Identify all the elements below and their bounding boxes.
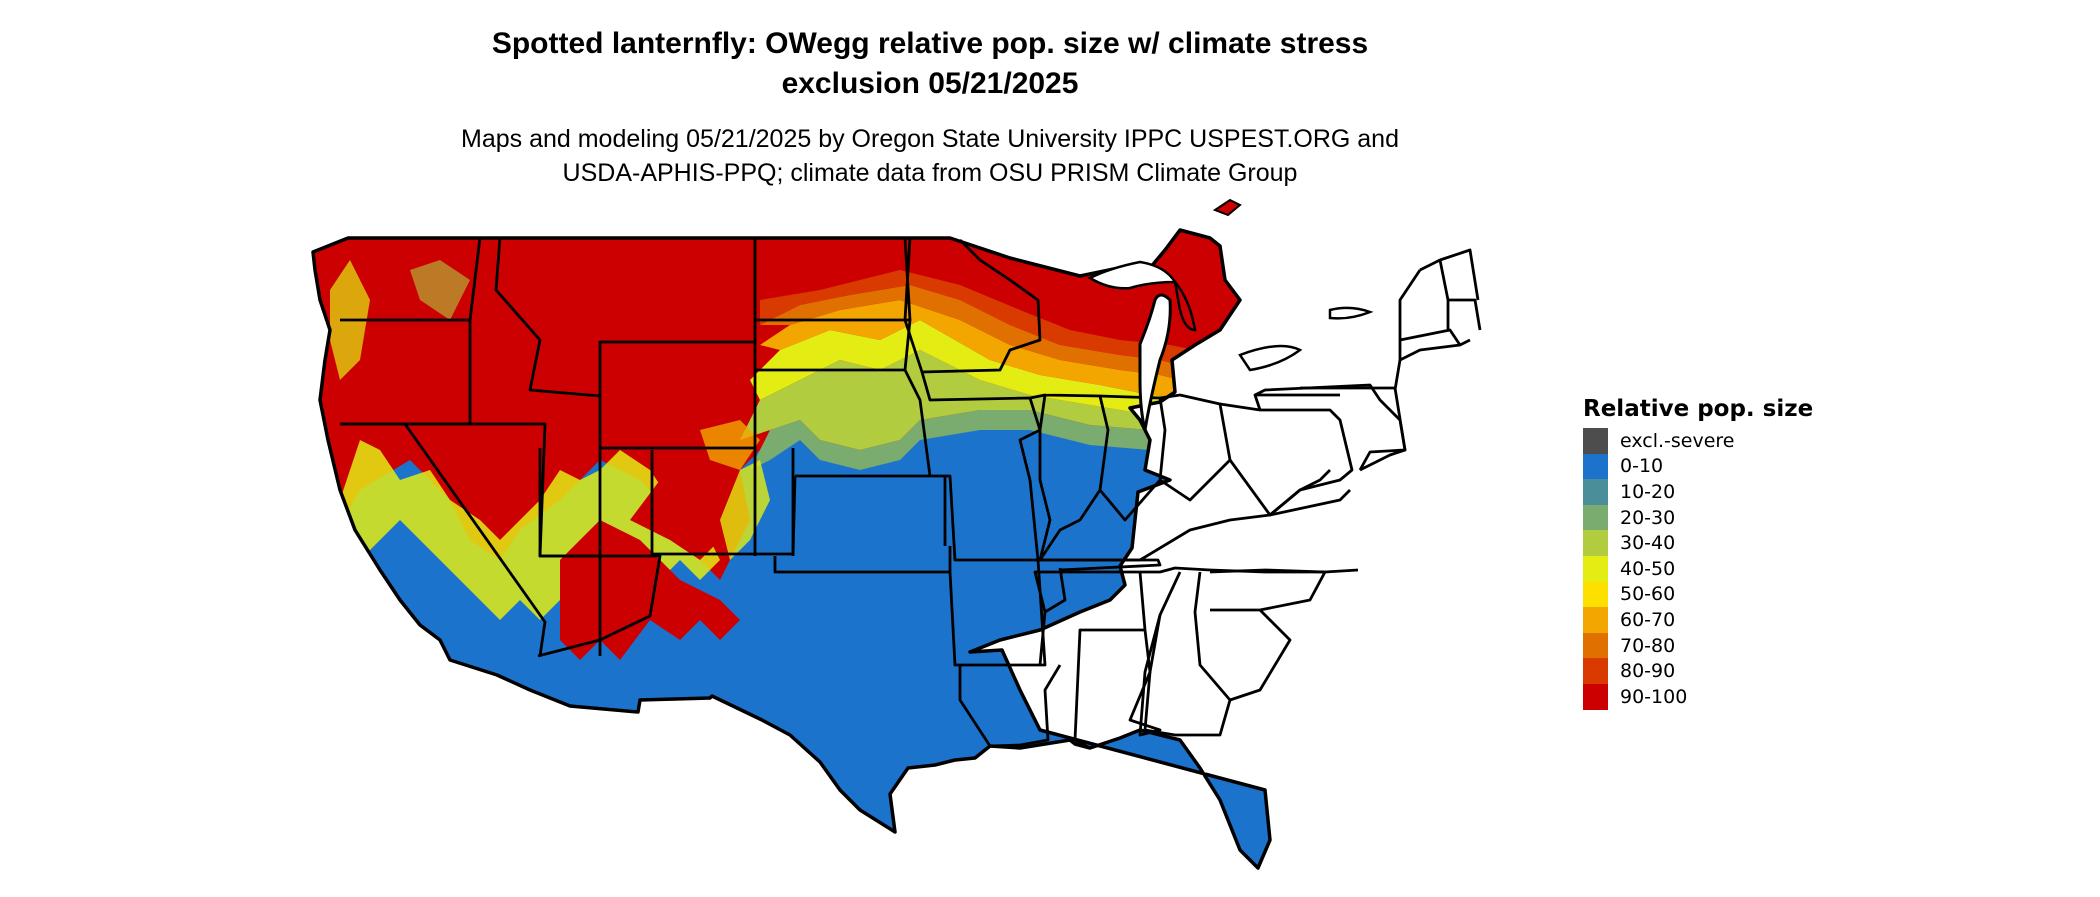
- legend-swatch: [1583, 479, 1608, 505]
- map-title-line-2: exclusion 05/21/2025: [781, 67, 1079, 100]
- legend-item: 70-80: [1583, 632, 1913, 659]
- map-subtitle-line-2: USDA-APHIS-PPQ; climate data from OSU PR…: [562, 159, 1298, 187]
- legend-label: 90-100: [1620, 685, 1688, 708]
- map-subtitle: Maps and modeling 05/21/2025 by Oregon S…: [380, 122, 1480, 190]
- legend-label: 0-10: [1620, 455, 1664, 478]
- legend-swatch: [1583, 453, 1608, 480]
- legend-swatch: [1583, 428, 1608, 454]
- legend-swatch: [1583, 658, 1608, 684]
- legend-label: 80-90: [1620, 660, 1676, 683]
- legend-swatch: [1583, 581, 1608, 608]
- legend-swatch: [1583, 607, 1608, 633]
- legend-label: 70-80: [1620, 634, 1676, 657]
- legend-label: 30-40: [1620, 532, 1676, 555]
- legend-item: 40-50: [1583, 555, 1913, 582]
- map-title: Spotted lanternfly: OWegg relative pop. …: [400, 24, 1460, 104]
- legend-item: 80-90: [1583, 658, 1913, 684]
- legend-swatch: [1583, 632, 1608, 659]
- legend-swatch: [1583, 555, 1608, 582]
- legend-item: 10-20: [1583, 479, 1913, 505]
- legend-item: 60-70: [1583, 607, 1913, 633]
- map-subtitle-line-1: Maps and modeling 05/21/2025 by Oregon S…: [461, 125, 1399, 153]
- state-borders: [340, 236, 1482, 750]
- legend-title: Relative pop. size: [1583, 396, 1814, 422]
- legend-item: 50-60: [1583, 581, 1913, 608]
- legend-label: 50-60: [1620, 583, 1676, 606]
- legend-item: 30-40: [1583, 530, 1913, 556]
- legend-label: 10-20: [1620, 480, 1676, 503]
- legend-item: 20-30: [1583, 504, 1913, 531]
- legend-item: excl.-severe: [1583, 428, 1913, 454]
- legend: Relative pop. size excl.-severe 0-10 10-20…: [1583, 394, 1913, 710]
- map-title-line-1: Spotted lanternfly: OWegg relative pop. …: [491, 27, 1369, 60]
- legend-label: 60-70: [1620, 608, 1676, 631]
- legend-swatch: [1583, 530, 1608, 556]
- legend-label: excl.-severe: [1620, 429, 1735, 452]
- map-fill: [313, 230, 1270, 868]
- legend-swatch: [1583, 683, 1608, 710]
- legend-label: 20-30: [1620, 506, 1676, 529]
- legend-items: excl.-severe 0-10 10-20 20-30 30-40 40-50 50-6…: [1583, 428, 1913, 710]
- legend-label: 40-50: [1620, 557, 1676, 580]
- legend-item: 0-10: [1583, 453, 1913, 480]
- legend-swatch: [1583, 504, 1608, 531]
- legend-item: 90-100: [1583, 683, 1913, 710]
